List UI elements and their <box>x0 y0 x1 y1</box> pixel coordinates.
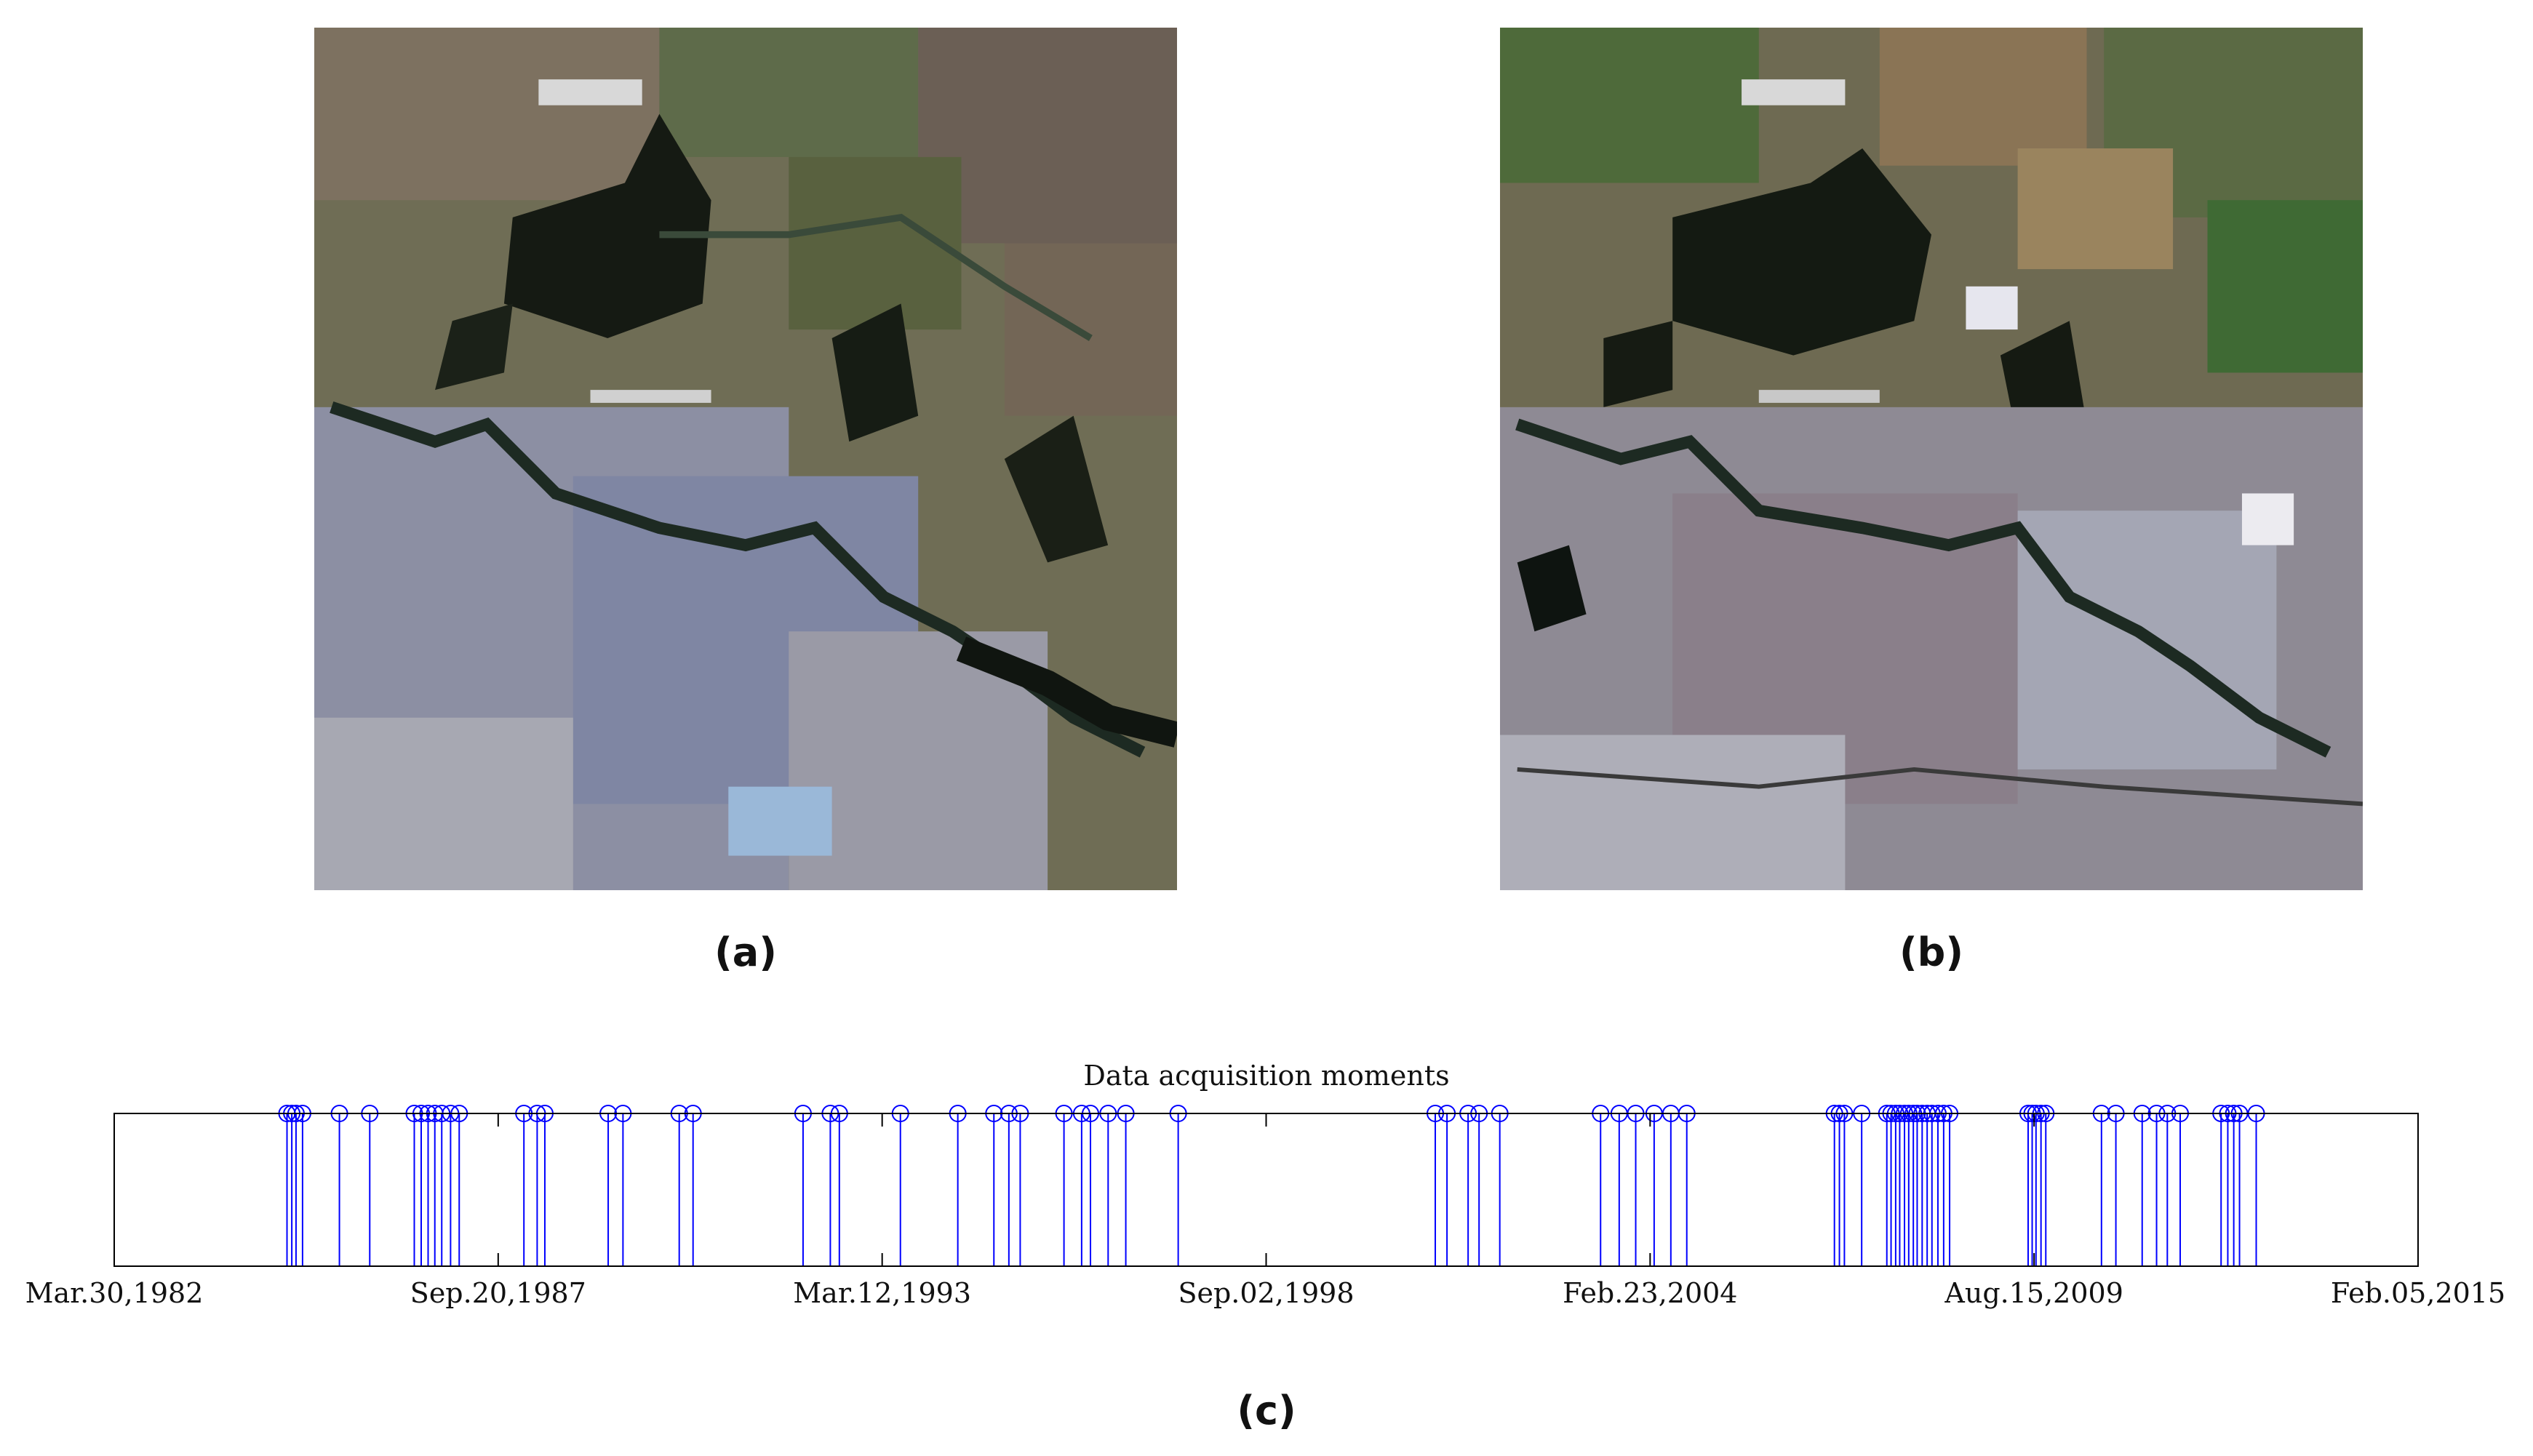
x-axis-ticks: Mar.30,1982 Sep.20,1987 Mar.12,1993 Sep.02,… <box>25 1113 2505 1309</box>
satellite-image-b-graphic <box>1500 28 2363 890</box>
satellite-image-b <box>1500 28 2363 890</box>
x-tick-label: Mar.30,1982 <box>25 1277 204 1309</box>
panel-label-c: (c) <box>1237 1388 1296 1433</box>
panel-label-b: (b) <box>1899 929 1963 975</box>
stem-series <box>278 1105 2265 1266</box>
chart-title: Data acquisition moments <box>1083 1060 1449 1092</box>
x-tick-label: Sep.02,1998 <box>1178 1277 1354 1309</box>
panel-label-a: (a) <box>714 929 777 975</box>
x-tick-label: Feb.23,2004 <box>1563 1277 1737 1309</box>
x-tick-label: Aug.15,2009 <box>1944 1277 2123 1309</box>
satellite-image-a-graphic <box>314 28 1177 890</box>
x-tick-label: Mar.12,1993 <box>793 1277 971 1309</box>
acquisition-stem-chart: Data acquisition moments Mar.30,1982 Sep.… <box>25 1060 2506 1309</box>
x-tick-label: Feb.05,2015 <box>2331 1277 2505 1309</box>
x-tick-label: Sep.20,1987 <box>410 1277 586 1309</box>
satellite-image-a <box>314 28 1177 890</box>
